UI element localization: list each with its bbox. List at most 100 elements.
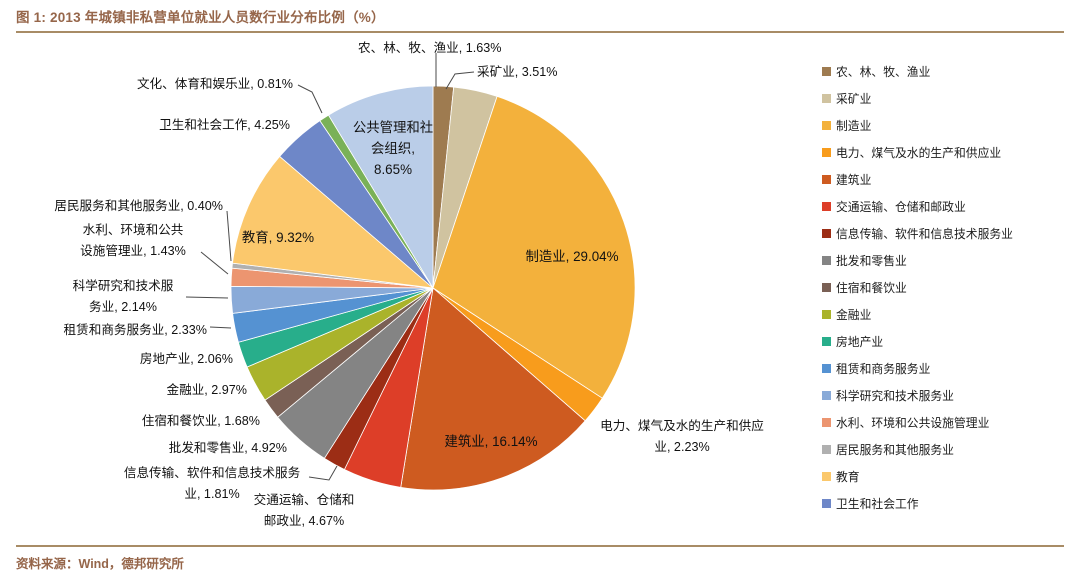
legend-item-5: 交通运输、仓储和邮政业	[822, 193, 1013, 220]
pie-label-line: 居民服务和其他服务业, 0.40%	[54, 199, 223, 213]
title-rule	[16, 31, 1064, 33]
legend-item-label: 水利、环境和公共设施管理业	[836, 416, 990, 430]
legend-item-label: 批发和零售业	[836, 254, 907, 268]
leader-line-14	[226, 210, 232, 262]
pie-label-18: 公共管理和社 会组织, 8.65%	[353, 117, 433, 180]
chart-legend: 农、林、牧、渔业采矿业制造业电力、煤气及水的生产和供应业 建筑业交通运输、仓储和邮…	[822, 58, 1013, 517]
legend-swatch-icon	[822, 283, 831, 292]
pie-label-5: 交通运输、仓储和 邮政业, 4.67%	[254, 490, 355, 532]
pie-label-line: 信息传输、软件和信息技术服务	[123, 466, 301, 480]
pie-label-line: 8.65%	[374, 162, 412, 177]
pie-label-1: 采矿业, 3.51%	[477, 62, 558, 83]
legend-item-10: 房地产业	[822, 328, 1013, 355]
legend-item-2: 制造业	[822, 112, 1013, 139]
legend-swatch-icon	[822, 337, 831, 346]
pie-label-line: 公共管理和社	[352, 120, 434, 135]
pie-label-line: 务业, 2.14%	[89, 300, 157, 314]
legend-item-label: 居民服务和其他服务业	[836, 443, 954, 457]
legend-item-11: 租赁和商务服务业	[822, 355, 1013, 382]
pie-label-line: 科学研究和技术服	[72, 279, 174, 293]
pie-label-16: 卫生和社会工作, 4.25%	[159, 115, 290, 136]
pie-label-17: 文化、体育和娱乐业, 0.81%	[137, 74, 293, 95]
legend-swatch-icon	[822, 499, 831, 508]
pie-label-11: 租赁和商务服务业, 2.33%	[64, 320, 207, 341]
legend-item-7: 批发和零售业	[822, 247, 1013, 274]
legend-swatch-icon	[822, 67, 831, 76]
legend-item-label: 电力、煤气及水的生产和供应业	[836, 146, 1002, 160]
legend-swatch-icon	[822, 391, 831, 400]
pie-label-14: 居民服务和其他服务业, 0.40%	[54, 196, 223, 217]
pie-slice-4	[400, 287, 586, 491]
legend-swatch-icon	[822, 472, 831, 481]
pie-label-0: 农、林、牧、渔业, 1.63%	[358, 38, 501, 59]
legend-item-4: 建筑业	[822, 166, 1013, 193]
legend-item-label: 交通运输、仓储和邮政业	[836, 200, 966, 214]
pie-label-line: 水利、环境和公共	[82, 223, 184, 237]
pie-label-line: 金融业, 2.97%	[166, 383, 248, 397]
legend-swatch-icon	[822, 229, 831, 238]
pie-label-6: 信息传输、软件和信息技术服务 业, 1.81%	[124, 463, 300, 505]
pie-label-line: 业, 2.23%	[654, 440, 710, 454]
pie-label-line: 采矿业, 3.51%	[477, 65, 558, 79]
legend-swatch-icon	[822, 310, 831, 319]
pie-label-8: 住宿和餐饮业, 1.68%	[142, 411, 260, 432]
legend-item-0: 农、林、牧、渔业	[822, 58, 1013, 85]
pie-label-13: 水利、环境和公共 设施管理业, 1.43%	[80, 220, 186, 262]
legend-item-label: 住宿和餐饮业	[836, 281, 907, 295]
figure-title: 图 1: 2013 年城镇非私营单位就业人员数行业分布比例（%）	[16, 10, 385, 25]
legend-swatch-icon	[822, 148, 831, 157]
legend-item-label: 教育	[836, 470, 860, 484]
pie-label-4: 建筑业, 16.14%	[444, 431, 537, 452]
pie-label-line: 交通运输、仓储和	[253, 493, 355, 507]
leader-line-13	[200, 251, 229, 275]
legend-item-label: 租赁和商务服务业	[836, 362, 931, 376]
pie-label-line: 卫生和社会工作, 4.25%	[159, 118, 290, 132]
leader-line-12	[185, 296, 229, 299]
pie-label-line: 租赁和商务服务业, 2.33%	[63, 323, 207, 337]
pie-label-line: 制造业, 29.04%	[525, 249, 619, 264]
pie-label-15: 教育, 9.32%	[242, 227, 314, 248]
legend-item-9: 金融业	[822, 301, 1013, 328]
legend-item-label: 卫生和社会工作	[836, 497, 919, 511]
legend-item-15: 教育	[822, 463, 1013, 490]
source-note: 资料来源：Wind，德邦研究所	[16, 557, 184, 571]
leader-line-11	[209, 326, 232, 329]
pie-label-line: 文化、体育和娱乐业, 0.81%	[136, 77, 293, 91]
legend-item-14: 居民服务和其他服务业	[822, 436, 1013, 463]
pie-label-line: 电力、煤气及水的生产和供应	[600, 419, 764, 433]
legend-swatch-icon	[822, 94, 831, 103]
pie-slice-18	[327, 85, 434, 290]
pie-label-9: 金融业, 2.97%	[167, 380, 248, 401]
legend-item-6: 信息传输、软件和信息技术服务业	[822, 220, 1013, 247]
legend-item-label: 房地产业	[836, 335, 884, 349]
legend-swatch-icon	[822, 256, 831, 265]
legend-item-label: 制造业	[836, 119, 872, 133]
pie-label-line: 房地产业, 2.06%	[139, 352, 233, 366]
leader-line-6	[308, 465, 338, 481]
legend-item-3: 电力、煤气及水的生产和供应业	[822, 139, 1013, 166]
legend-swatch-icon	[822, 121, 831, 130]
pie-label-10: 房地产业, 2.06%	[140, 349, 233, 370]
pie-slice-2	[432, 95, 636, 399]
legend-item-label: 科学研究和技术服务业	[836, 389, 954, 403]
footer-rule	[16, 545, 1064, 547]
pie-slice-15	[232, 155, 435, 289]
legend-item-label: 采矿业	[836, 92, 872, 106]
leader-line-17	[297, 84, 323, 114]
leader-line-1	[445, 71, 475, 90]
pie-label-line: 住宿和餐饮业, 1.68%	[141, 414, 260, 428]
pie-label-7: 批发和零售业, 4.92%	[169, 438, 287, 459]
legend-item-16: 卫生和社会工作	[822, 490, 1013, 517]
legend-item-12: 科学研究和技术服务业	[822, 382, 1013, 409]
pie-label-3: 电力、煤气及水的生产和供应 业, 2.23%	[600, 416, 764, 458]
legend-swatch-icon	[822, 418, 831, 427]
pie-label-line: 设施管理业, 1.43%	[80, 244, 186, 258]
pie-label-line: 业, 1.81%	[184, 487, 240, 501]
pie-label-line: 批发和零售业, 4.92%	[168, 441, 287, 455]
legend-item-label: 信息传输、软件和信息技术服务业	[836, 227, 1013, 241]
legend-item-label: 建筑业	[836, 173, 872, 187]
pie-label-line: 邮政业, 4.67%	[263, 514, 345, 528]
pie-label-line: 教育, 9.32%	[241, 230, 315, 245]
legend-swatch-icon	[822, 202, 831, 211]
